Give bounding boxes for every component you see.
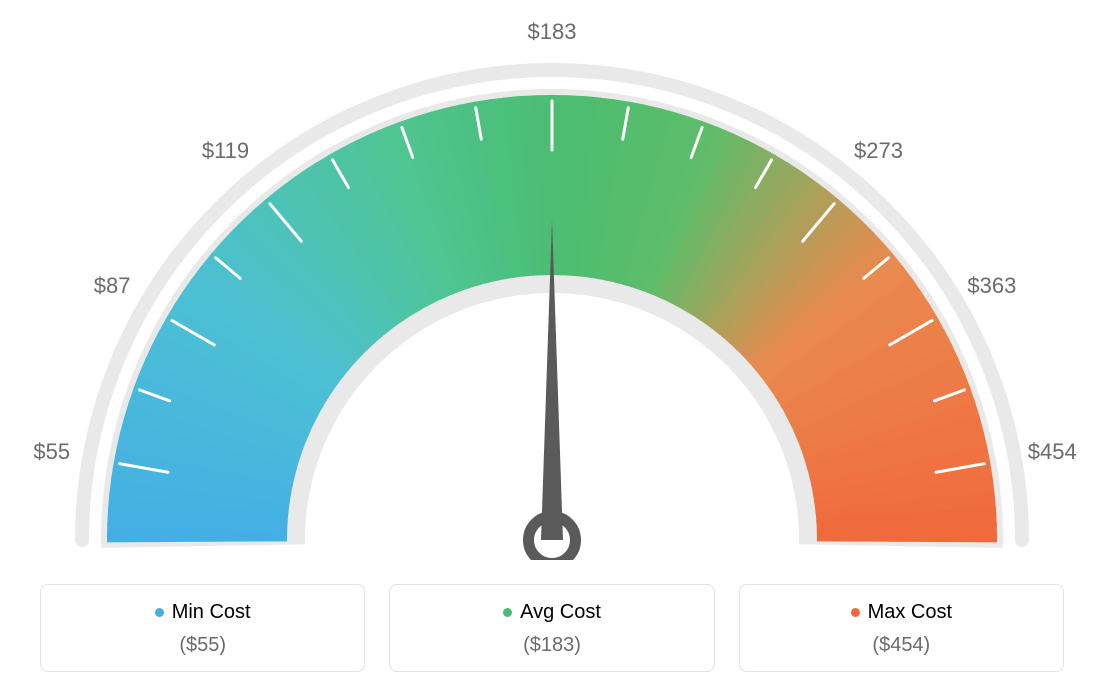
legend-value-max: ($454) xyxy=(750,634,1053,657)
legend-value-min: ($55) xyxy=(51,634,354,657)
legend-title-min-text: Min Cost xyxy=(172,601,251,624)
legend-card-min: Min Cost ($55) xyxy=(40,584,365,672)
gauge-tick-label: $454 xyxy=(1028,439,1077,465)
gauge-tick-label: $363 xyxy=(967,273,1016,299)
gauge-tick-label: $273 xyxy=(854,138,903,164)
gauge-tick-label: $87 xyxy=(94,273,131,299)
gauge-svg xyxy=(0,0,1104,560)
gauge-tick-label: $183 xyxy=(528,19,577,45)
legend-card-max: Max Cost ($454) xyxy=(739,584,1064,672)
legend-dot-max xyxy=(851,608,860,617)
legend-title-avg: Avg Cost xyxy=(503,601,601,624)
gauge-tick-label: $119 xyxy=(202,138,249,164)
legend-dot-min xyxy=(155,608,164,617)
gauge-chart: $55 $87 $119 $183 $273 $363 $454 xyxy=(0,0,1104,560)
gauge-tick-label: $55 xyxy=(33,439,70,465)
legend-title-min: Min Cost xyxy=(155,601,251,624)
legend-row: Min Cost ($55) Avg Cost ($183) Max Cost … xyxy=(0,584,1104,672)
legend-value-avg: ($183) xyxy=(400,634,703,657)
legend-title-avg-text: Avg Cost xyxy=(520,601,601,624)
legend-title-max-text: Max Cost xyxy=(868,601,952,624)
legend-card-avg: Avg Cost ($183) xyxy=(389,584,714,672)
legend-dot-avg xyxy=(503,608,512,617)
legend-title-max: Max Cost xyxy=(851,601,952,624)
